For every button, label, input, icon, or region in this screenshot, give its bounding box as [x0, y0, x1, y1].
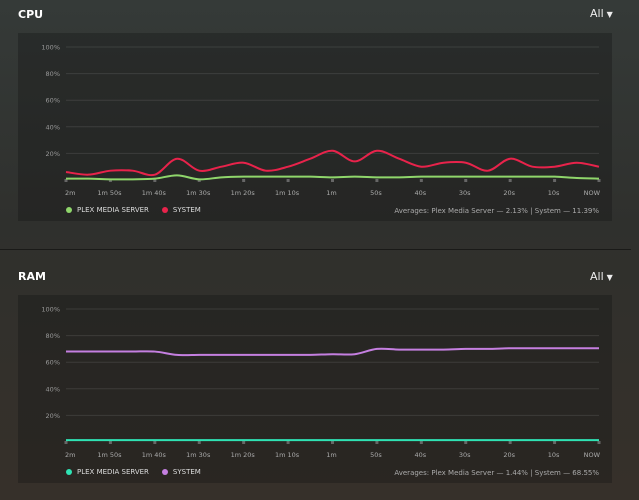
ram-range-value: All: [590, 270, 604, 283]
y-tick-label: 20%: [46, 412, 60, 420]
x-tick-label: 1m 50s: [97, 451, 122, 459]
x-tick-label: 1m: [326, 189, 336, 197]
x-tick-label: 1m 30s: [186, 189, 211, 197]
x-tick-mark: [242, 441, 246, 444]
y-tick-label: 40%: [46, 123, 60, 131]
series-line-plex-media-server: [65, 174, 600, 181]
cpu-chart: 100% 80% 60% 40% 20% 2m 1m 50s 1m 40s 1m 30s 1m 2…: [41, 44, 601, 198]
ram-section: RAM All ▼ 100% 80% 60% 40% 20% 2m 1m 50s 1m 40s 1…: [0, 250, 639, 500]
y-tick-label: 60%: [46, 359, 60, 367]
x-tick-label: 1m 10s: [275, 189, 300, 197]
x-tick-label: 1m 20s: [231, 189, 256, 197]
x-tick-mark: [508, 441, 512, 444]
x-tick-label: 1m 30s: [186, 451, 211, 459]
x-tick-label: 1m: [326, 451, 336, 459]
legend-label: SYSTEM: [172, 206, 201, 214]
ram-range-select[interactable]: All ▼: [590, 270, 613, 283]
x-tick-mark: [597, 441, 601, 444]
x-tick-label: 1m 20s: [231, 451, 256, 459]
y-tick-label: 100%: [41, 306, 60, 314]
y-tick-label: 80%: [46, 70, 60, 78]
x-tick-label: NOW: [584, 189, 601, 197]
x-tick-mark: [197, 179, 201, 182]
x-tick-mark: [108, 441, 112, 444]
x-tick-mark: [553, 179, 557, 182]
x-tick-mark: [197, 441, 201, 444]
x-tick-mark: [419, 441, 423, 444]
x-tick-label: 50s: [370, 451, 382, 459]
legend-dot: [161, 207, 168, 213]
x-tick-mark: [464, 441, 468, 444]
x-tick-mark: [64, 441, 68, 444]
x-tick-mark: [553, 441, 557, 444]
legend-label: PLEX MEDIA SERVER: [77, 468, 149, 476]
x-tick-label: 1m 40s: [142, 451, 167, 459]
x-tick-label: 30s: [459, 451, 471, 459]
x-tick-mark: [153, 441, 157, 444]
y-tick-label: 100%: [41, 44, 60, 52]
x-tick-mark: [242, 179, 246, 182]
series-line-system: [66, 347, 599, 357]
x-tick-mark: [375, 179, 379, 182]
legend-dot: [161, 469, 168, 475]
x-tick-mark: [331, 441, 334, 444]
y-tick-label: 40%: [46, 385, 60, 393]
caret-down-icon: ▼: [606, 10, 613, 19]
x-tick-mark: [597, 179, 601, 182]
x-tick-label: 1m 50s: [97, 189, 122, 197]
x-tick-label: 20s: [503, 189, 515, 197]
x-tick-mark: [419, 179, 423, 182]
caret-down-icon: ▼: [606, 273, 613, 282]
x-tick-mark: [464, 179, 468, 182]
x-tick-label: 50s: [370, 189, 382, 197]
ram-chart-panel: 100% 80% 60% 40% 20% 2m 1m 50s 1m 40s 1m 30s 1m 2…: [18, 295, 612, 483]
y-tick-label: 80%: [46, 332, 60, 340]
x-tick-label: 1m 40s: [142, 189, 167, 197]
y-tick-label: 20%: [46, 150, 60, 158]
x-tick-mark: [153, 179, 157, 182]
x-tick-mark: [286, 179, 290, 182]
x-tick-label: 10s: [548, 451, 560, 459]
x-tick-mark: [286, 441, 290, 444]
ram-chart: 100% 80% 60% 40% 20% 2m 1m 50s 1m 40s 1m 30s 1m 2…: [41, 306, 601, 460]
x-tick-label: 10s: [548, 189, 560, 197]
legend-dot: [66, 469, 72, 475]
x-tick-label: 1m 10s: [275, 451, 300, 459]
cpu-range-value: All: [590, 7, 604, 20]
legend-label: SYSTEM: [172, 468, 201, 476]
legend-dot: [66, 207, 72, 213]
x-tick-mark: [108, 179, 112, 182]
cpu-range-select[interactable]: All ▼: [590, 7, 613, 20]
x-tick-mark: [375, 441, 379, 444]
x-tick-label: 2m: [65, 451, 75, 459]
x-tick-label: 20s: [503, 451, 515, 459]
cpu-legend: PLEX MEDIA SERVER SYSTEM: [66, 206, 201, 214]
cpu-chart-panel: 100% 80% 60% 40% 20% 2m 1m 50s 1m 40s 1m 30s 1m 2…: [18, 33, 612, 221]
cpu-section: CPU All ▼ 100% 80% 60% 40% 20% 2m 1m 50s 1m 40s 1…: [0, 0, 639, 249]
series-line-system: [65, 149, 600, 177]
x-tick-mark: [331, 179, 334, 182]
legend-label: PLEX MEDIA SERVER: [77, 206, 149, 214]
x-tick-label: 2m: [65, 189, 75, 197]
x-tick-label: 40s: [414, 451, 426, 459]
x-tick-mark: [508, 179, 512, 182]
cpu-title: CPU: [18, 8, 44, 21]
ram-averages: Averages: Plex Media Server — 1.44% | Sy…: [394, 469, 599, 477]
ram-legend: PLEX MEDIA SERVER SYSTEM: [66, 468, 201, 476]
x-tick-label: NOW: [584, 451, 601, 459]
x-tick-label: 40s: [414, 189, 426, 197]
y-tick-label: 60%: [46, 97, 60, 105]
x-tick-mark: [64, 179, 68, 182]
x-tick-label: 30s: [459, 189, 471, 197]
cpu-averages: Averages: Plex Media Server — 2.13% | Sy…: [394, 207, 599, 215]
ram-title: RAM: [18, 270, 46, 283]
section-divider: [0, 249, 631, 250]
